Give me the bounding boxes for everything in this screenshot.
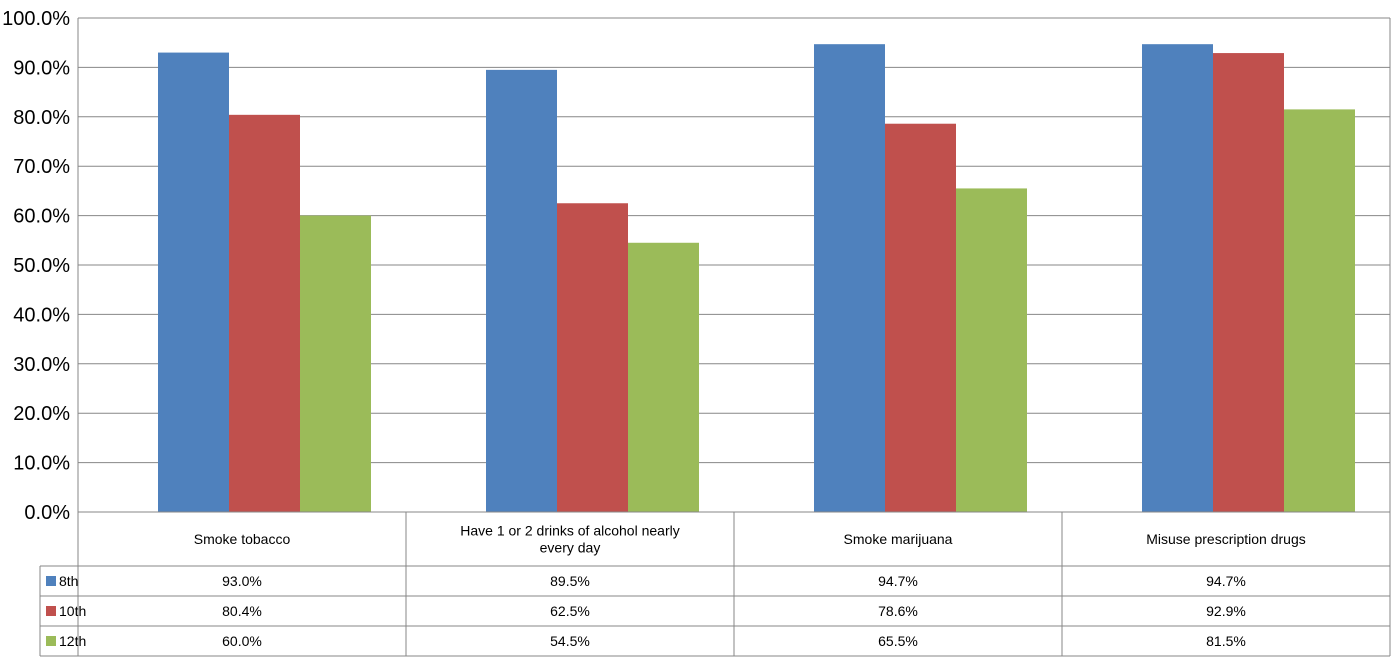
y-tick-label: 0.0% <box>24 502 70 524</box>
bar-10th-2 <box>557 203 628 512</box>
table-value: 54.5% <box>550 633 590 649</box>
bar-10th-3 <box>885 123 956 512</box>
table-value: 94.7% <box>1206 573 1246 589</box>
y-tick-label: 100.0% <box>2 8 70 30</box>
bar-10th-1 <box>229 114 300 512</box>
bar-8th-4 <box>1142 44 1213 512</box>
bar-8th-2 <box>486 69 557 513</box>
bar-12th-2 <box>628 242 699 512</box>
table-value: 94.7% <box>878 573 918 589</box>
y-tick-label: 40.0% <box>13 304 70 326</box>
table-value: 92.9% <box>1206 603 1246 619</box>
legend-key-8th <box>46 576 56 586</box>
y-tick-label: 50.0% <box>13 255 70 277</box>
bar-12th-3 <box>956 188 1027 512</box>
y-tick-label: 60.0% <box>13 206 70 228</box>
series-name: 10th <box>59 603 86 619</box>
category-label: every day <box>540 540 601 556</box>
table-value: 65.5% <box>878 633 918 649</box>
legend-key-12th <box>46 636 56 646</box>
series-name: 12th <box>59 633 86 649</box>
table-value: 62.5% <box>550 603 590 619</box>
table-value: 80.4% <box>222 603 262 619</box>
table-value: 78.6% <box>878 603 918 619</box>
y-tick-label: 10.0% <box>13 453 70 475</box>
category-label: Misuse prescription drugs <box>1146 531 1306 547</box>
category-label: Smoke marijuana <box>844 531 953 547</box>
bar-8th-1 <box>158 52 229 513</box>
legend-key-10th <box>46 606 56 616</box>
category-label: Smoke tobacco <box>194 531 291 547</box>
y-tick-label: 20.0% <box>13 403 70 425</box>
bar-8th-3 <box>814 44 885 512</box>
table-value: 93.0% <box>222 573 262 589</box>
series-name: 8th <box>59 573 78 589</box>
y-tick-label: 30.0% <box>13 354 70 376</box>
y-tick-label: 90.0% <box>13 57 70 79</box>
bar-12th-1 <box>300 215 371 512</box>
y-tick-label: 80.0% <box>13 107 70 129</box>
bar-12th-4 <box>1284 109 1355 512</box>
table-value: 81.5% <box>1206 633 1246 649</box>
bar-10th-4 <box>1213 53 1284 512</box>
table-value: 60.0% <box>222 633 262 649</box>
category-label: Have 1 or 2 drinks of alcohol nearly <box>460 523 679 539</box>
y-tick-label: 70.0% <box>13 156 70 178</box>
table-value: 89.5% <box>550 573 590 589</box>
